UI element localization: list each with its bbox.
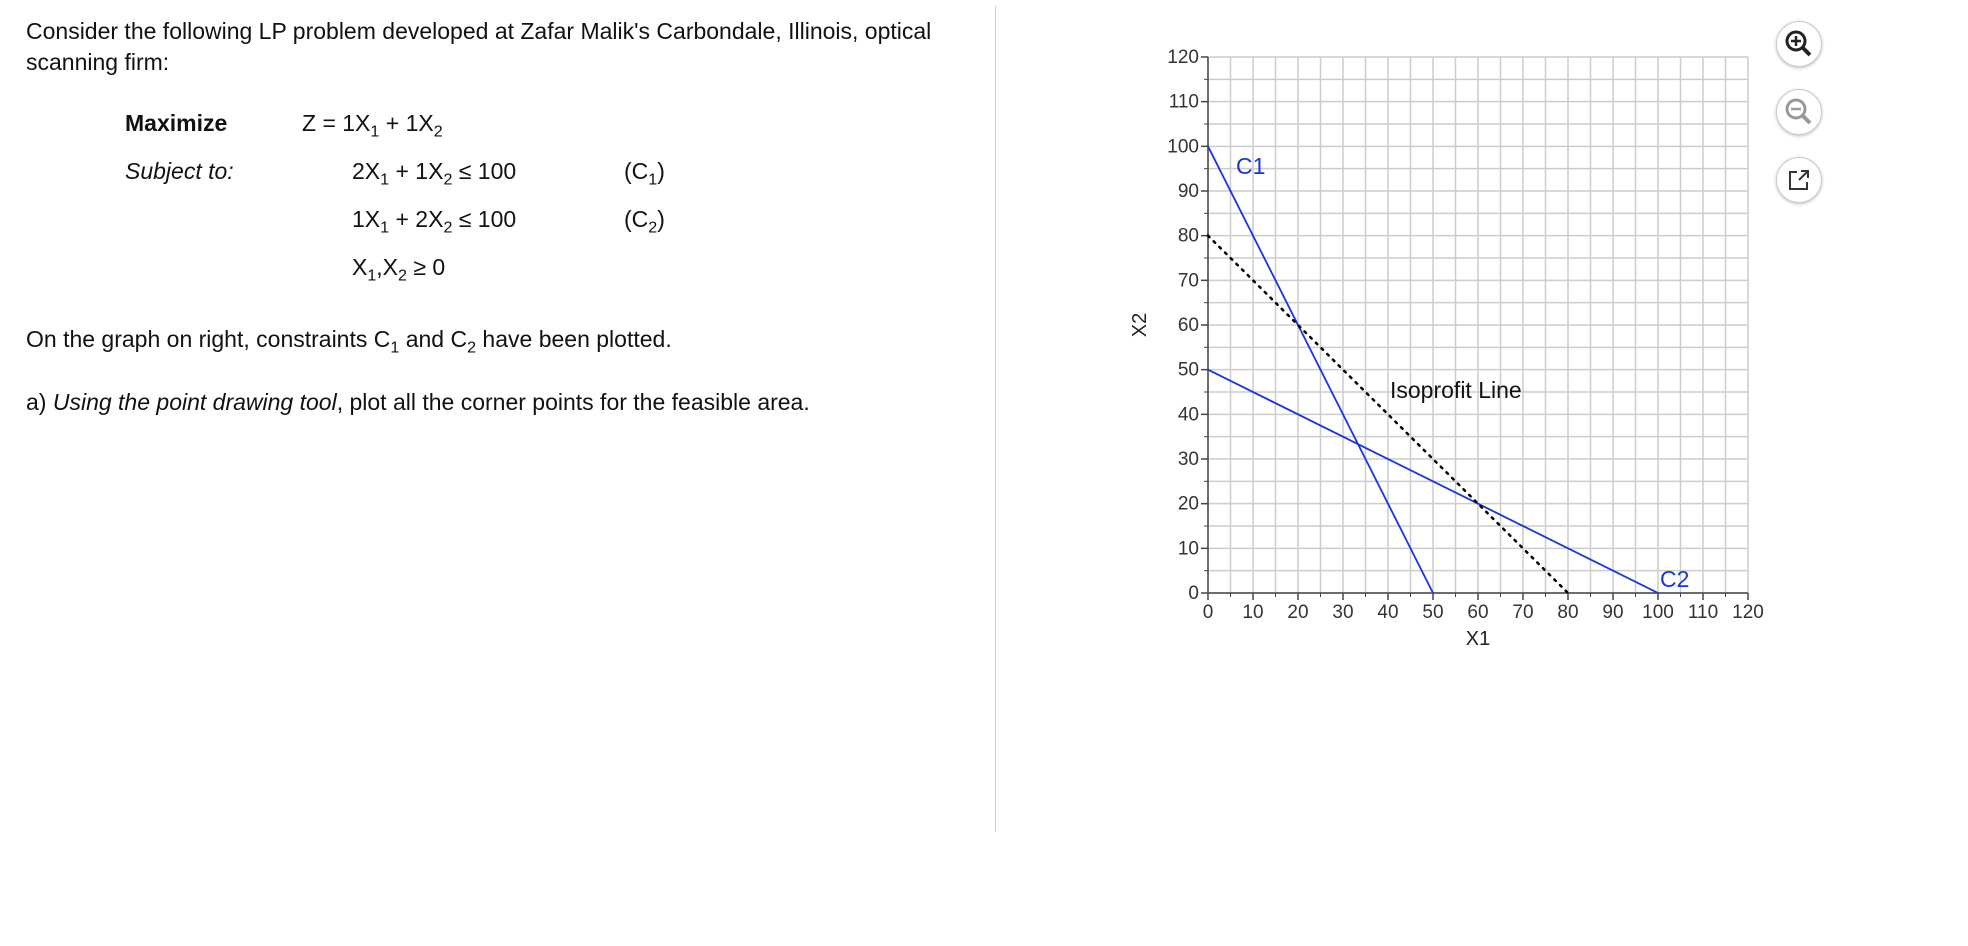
open-external-icon (1789, 170, 1809, 190)
subscript: 2 (467, 338, 477, 357)
x-tick-label: 40 (1377, 602, 1398, 623)
task: a) Using the point drawing tool, plot al… (26, 389, 810, 416)
line-label: Isoprofit Line (1390, 377, 1522, 403)
text-segment: have been plotted. (476, 326, 672, 352)
y-tick-label: 40 (1178, 404, 1199, 425)
series-line (1207, 145, 1434, 594)
y-tick-label: 90 (1178, 181, 1199, 202)
subscript: 2 (648, 218, 658, 237)
x-tick-label: 60 (1467, 602, 1488, 623)
subscript: 1 (370, 122, 380, 141)
graph-note: On the graph on right, constraints C1 an… (26, 326, 672, 358)
constraint-name: (C1) (624, 158, 665, 190)
x-tick-label: 20 (1287, 602, 1308, 623)
zoom-out-button[interactable] (1776, 89, 1822, 135)
subscript: 2 (443, 170, 453, 189)
divider (995, 6, 996, 832)
x-tick-label: 80 (1557, 602, 1578, 623)
x-tick-label: 30 (1332, 602, 1353, 623)
maximize-label: Maximize (125, 110, 228, 136)
x-tick-label: 10 (1242, 602, 1263, 623)
y-axis-label: X2 (1129, 313, 1151, 337)
subscript: 1 (380, 170, 390, 189)
text-segment: ≤ 100 (452, 206, 517, 232)
text-segment: On the graph on right, constraints C (26, 326, 391, 352)
y-tick-label: 120 (1167, 47, 1199, 68)
x-tick-label: 50 (1422, 602, 1443, 623)
y-tick-label: 20 (1178, 494, 1199, 515)
text-segment: 1X (352, 206, 381, 232)
text-segment: (C (624, 158, 649, 184)
constraint-name: (C2) (624, 206, 665, 238)
text-segment: ≤ 100 (452, 158, 517, 184)
series-line (1207, 368, 1659, 594)
x-tick-label: 90 (1602, 602, 1623, 623)
text-segment: + 2X (389, 206, 444, 232)
y-tick-label: 80 (1178, 226, 1199, 247)
task-italic: Using the point drawing tool (52, 389, 337, 415)
x-tick-label: 120 (1732, 602, 1764, 623)
subscript: 1 (367, 266, 377, 285)
line-label: C1 (1236, 153, 1265, 179)
text-segment: + 1X (379, 110, 434, 136)
text-segment: X (352, 254, 368, 280)
text-segment: and C (399, 326, 468, 352)
zoom-in-button[interactable] (1776, 21, 1822, 67)
objective: Z = 1X1 + 1X2 (302, 110, 443, 142)
text-segment: (C (624, 206, 649, 232)
open-external-button[interactable] (1776, 157, 1822, 203)
intro: Consider the following LP problem develo… (26, 16, 986, 78)
y-tick-label: 100 (1167, 136, 1199, 157)
y-tick-label: 110 (1169, 92, 1199, 113)
constraint: 2X1 + 1X2 ≤ 100 (352, 158, 516, 190)
y-tick-label: 0 (1188, 583, 1199, 604)
y-tick-label: 60 (1178, 315, 1199, 336)
text-segment: ≥ 0 (406, 254, 446, 280)
task-rest: , plot all the corner points for the fea… (336, 389, 810, 415)
subscript: 2 (443, 218, 453, 237)
y-tick-label: 30 (1178, 449, 1199, 470)
subscript: 1 (390, 338, 400, 357)
y-tick-label: 10 (1178, 538, 1199, 559)
y-tick-label: 70 (1178, 270, 1199, 291)
text-segment: ,X (376, 254, 399, 280)
text-segment: ) (657, 158, 665, 184)
constraint: 1X1 + 2X2 ≤ 100 (352, 206, 516, 238)
zoom-out-icon (1785, 98, 1812, 125)
x-axis-label: X1 (1466, 628, 1490, 650)
zoom-in-icon (1785, 30, 1812, 57)
subscript: 1 (380, 218, 390, 237)
subscript: 1 (648, 170, 658, 189)
y-tick-label: 50 (1178, 360, 1199, 381)
intro-text: Consider the following LP problem develo… (26, 18, 932, 75)
task-prefix: a) (26, 389, 53, 415)
text-segment: Z = 1X (302, 110, 371, 136)
constraint: X1,X2 ≥ 0 (352, 254, 445, 286)
x-tick-label: 110 (1688, 602, 1718, 623)
x-tick-label: 70 (1512, 602, 1533, 623)
subject-to-label: Subject to: (125, 158, 234, 184)
x-tick-label: 100 (1642, 602, 1674, 623)
subscript: 2 (433, 122, 443, 141)
x-tick-label: 0 (1203, 602, 1214, 623)
text-segment: 2X (352, 158, 381, 184)
subscript: 2 (398, 266, 407, 285)
line-label: C2 (1660, 566, 1689, 592)
text-segment: ) (657, 206, 665, 232)
text-segment: + 1X (389, 158, 444, 184)
